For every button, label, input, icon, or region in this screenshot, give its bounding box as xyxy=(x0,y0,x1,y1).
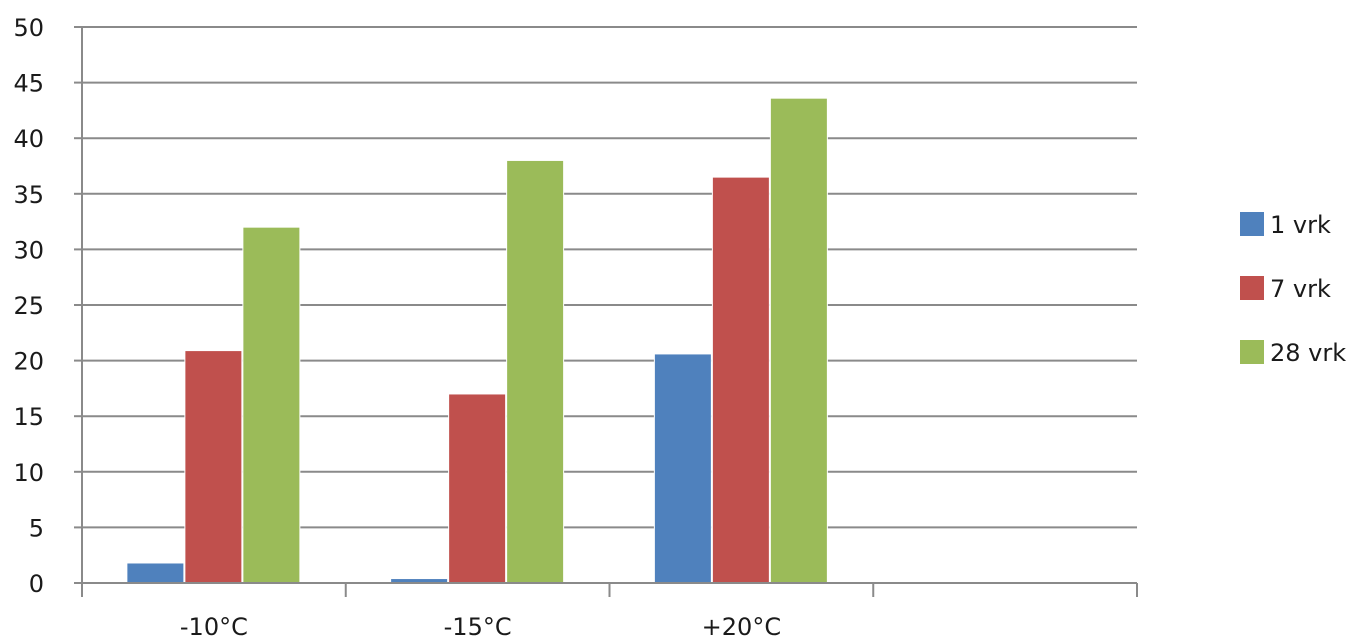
bars xyxy=(126,97,828,584)
legend: 1 vrk 7 vrk 28 vrk xyxy=(1240,211,1346,367)
bar xyxy=(711,176,770,584)
y-tick-label: 25 xyxy=(13,292,44,320)
legend-swatch xyxy=(1240,340,1264,364)
legend-label: 1 vrk xyxy=(1270,211,1331,239)
legend-label: 7 vrk xyxy=(1270,275,1331,303)
y-tick-labels: 0 5 10 15 20 25 30 35 40 45 50 xyxy=(13,14,44,598)
y-tick-label: 5 xyxy=(29,514,44,542)
y-tick-label: 30 xyxy=(13,236,44,264)
y-tick-label: 45 xyxy=(13,70,44,98)
x-tick-label: -10°C xyxy=(180,613,248,641)
bar xyxy=(448,393,507,584)
bar xyxy=(769,97,828,584)
bar xyxy=(184,350,243,584)
axes xyxy=(74,26,1138,597)
x-tick-labels: -10°C -15°C +20°C xyxy=(180,613,781,641)
bar xyxy=(653,353,712,584)
y-tick-label: 20 xyxy=(13,348,44,376)
legend-label: 28 vrk xyxy=(1270,339,1346,367)
y-tick-label: 35 xyxy=(13,181,44,209)
legend-swatch xyxy=(1240,212,1264,236)
x-tick-label: -15°C xyxy=(444,613,512,641)
legend-swatch xyxy=(1240,276,1264,300)
y-tick-label: 40 xyxy=(13,125,44,153)
y-tick-label: 50 xyxy=(13,14,44,42)
bar xyxy=(242,226,301,584)
x-tick-label: +20°C xyxy=(702,613,781,641)
y-tick-label: 10 xyxy=(13,459,44,487)
bar xyxy=(126,562,185,584)
y-tick-label: 0 xyxy=(29,570,44,598)
bar xyxy=(506,159,565,584)
y-tick-label: 15 xyxy=(13,403,44,431)
